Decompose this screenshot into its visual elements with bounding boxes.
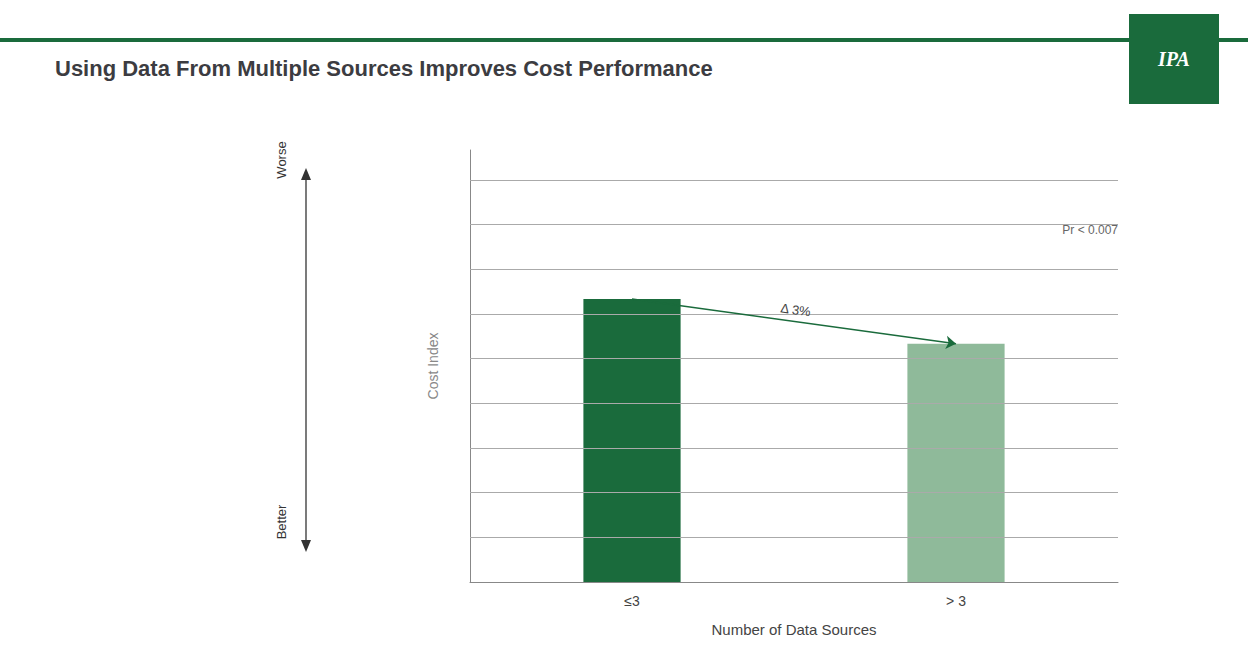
- svg-text:Using Data From Multiple Sourc: Using Data From Multiple Sources Improve…: [55, 56, 713, 81]
- svg-text:IPA: IPA: [1157, 48, 1190, 70]
- svg-text:≤3: ≤3: [624, 593, 640, 609]
- svg-text:Δ 3%: Δ 3%: [780, 300, 813, 319]
- svg-text:> 3: > 3: [946, 593, 966, 609]
- svg-text:Pr < 0.007: Pr < 0.007: [1062, 223, 1118, 237]
- svg-text:Worse: Worse: [274, 141, 289, 178]
- svg-text:Number of Data Sources: Number of Data Sources: [711, 621, 876, 638]
- svg-text:Better: Better: [274, 504, 289, 539]
- svg-text:Cost Index: Cost Index: [425, 333, 441, 400]
